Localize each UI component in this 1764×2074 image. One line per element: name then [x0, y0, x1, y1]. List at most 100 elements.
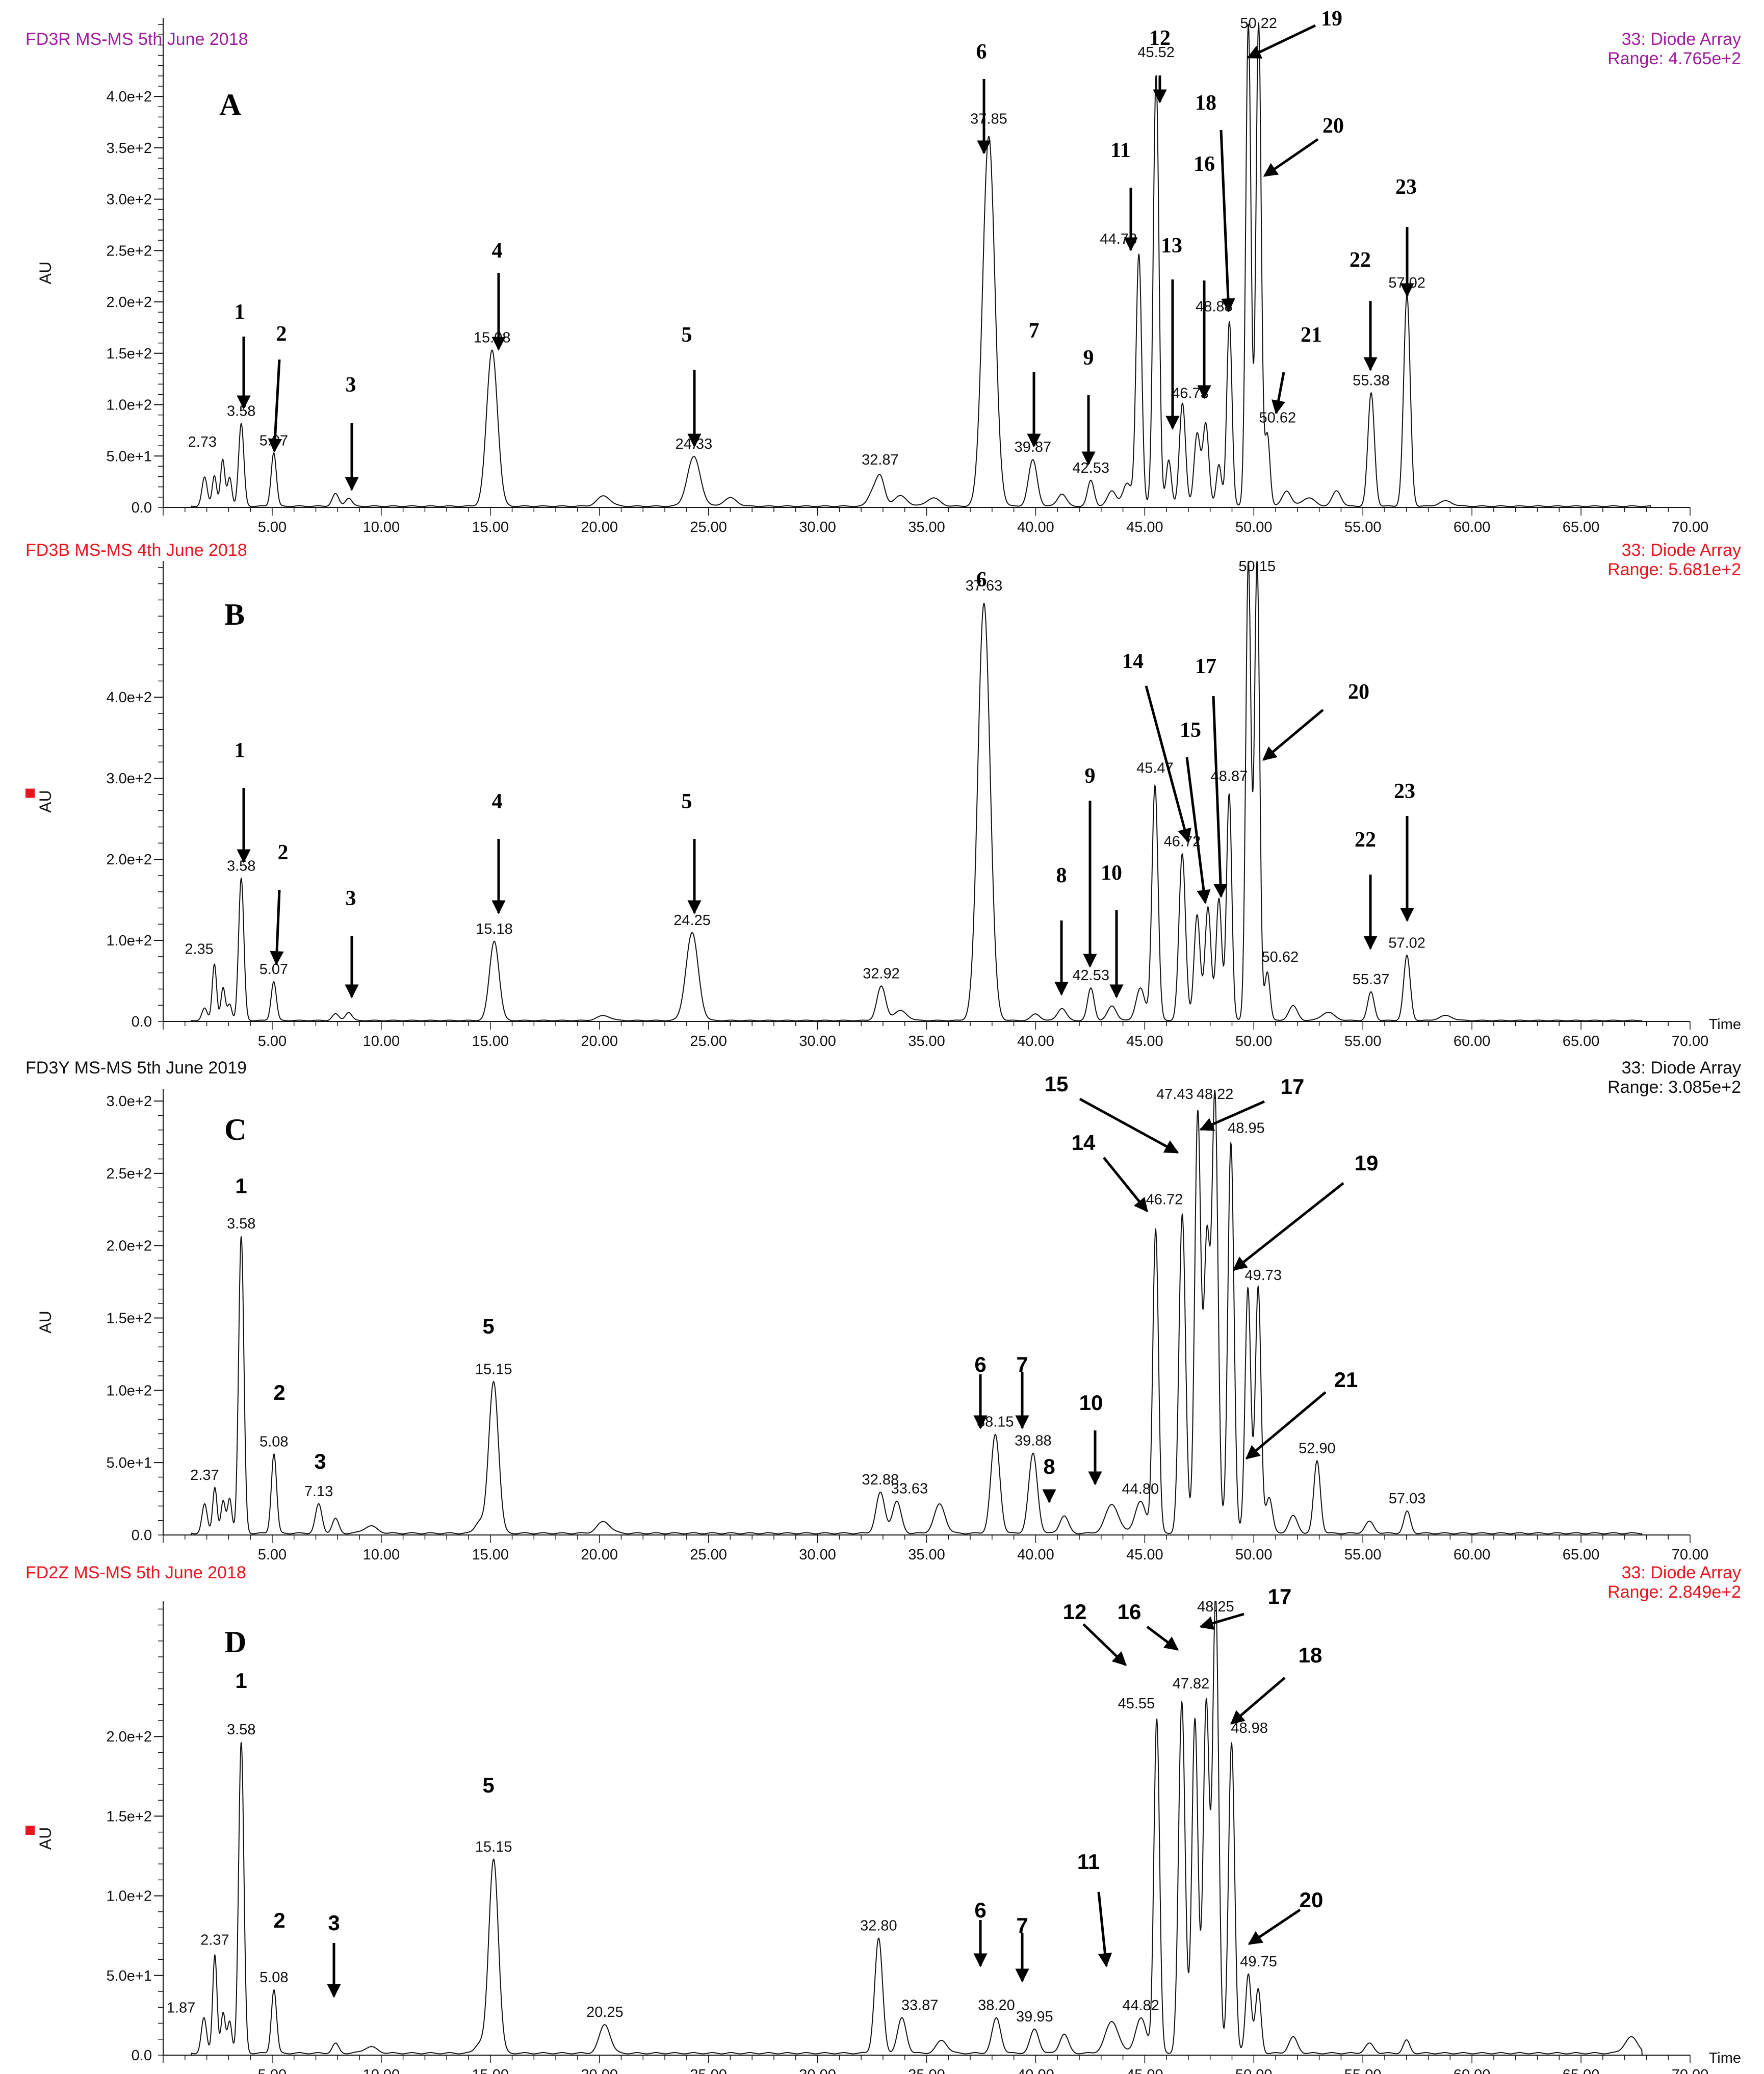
compound-arrow — [1230, 1677, 1286, 1725]
x-tick-label: 55.00 — [1344, 1547, 1382, 1563]
compound-number-label: 2 — [278, 841, 289, 864]
x-tick-label: 45.00 — [1126, 2067, 1163, 2074]
retention-time-label: 3.58 — [227, 1722, 255, 1738]
chromatogram-panel-d: FD2Z MS-MS 5th June 2018 33: Diode ArrayR… — [25, 1563, 1741, 2074]
compound-number-label: 1 — [235, 300, 245, 324]
compound-number-label: 12 — [1149, 27, 1171, 50]
compound-number-label: 8 — [1056, 864, 1067, 887]
compound-number-label: 17 — [1195, 655, 1216, 678]
retention-time-label: 45.52 — [1137, 44, 1175, 61]
compound-arrow — [1212, 696, 1228, 898]
compound-number-label: 6 — [974, 1352, 986, 1376]
compound-number-label: 3 — [328, 1911, 340, 1935]
x-tick-label: 5.00 — [258, 1547, 287, 1563]
x-tick-label: 30.00 — [799, 2067, 836, 2074]
x-tick-label: 50.00 — [1235, 1547, 1273, 1563]
compound-number-label: 15 — [1180, 719, 1201, 742]
x-tick-label: 20.00 — [581, 1547, 618, 1563]
run-header: FD3Y MS-MS 5th June 2019 — [25, 1058, 247, 1078]
chromatogram-panel-c: FD3Y MS-MS 5th June 2019 33: Diode ArrayR… — [25, 1058, 1741, 1563]
retention-time-label: 5.08 — [260, 1433, 288, 1450]
retention-time-label: 7.13 — [304, 1483, 333, 1500]
retention-time-label: 57.03 — [1389, 1491, 1426, 1507]
retention-time-label: 20.25 — [586, 2004, 624, 2020]
compound-number-label: 3 — [314, 1449, 326, 1473]
y-tick-label: 0.0 — [132, 500, 152, 516]
compound-number-label: 3 — [346, 373, 356, 397]
y-tick-label: 2.0e+2 — [106, 1238, 152, 1254]
compound-arrow — [1199, 1612, 1244, 1630]
retention-time-label: 5.08 — [260, 1969, 288, 1986]
compound-number-label: 12 — [1063, 1600, 1087, 1624]
y-tick-label: 3.0e+2 — [106, 1093, 152, 1110]
compound-number-label: 1 — [235, 1174, 247, 1198]
y-tick-label: 1.5e+2 — [106, 346, 152, 362]
compound-number-label: 7 — [1016, 1352, 1028, 1376]
y-tick-label: 2.5e+2 — [106, 1166, 152, 1182]
compound-number-label: 22 — [1350, 248, 1371, 272]
retention-time-label: 48.25 — [1197, 1599, 1234, 1615]
compound-arrow — [1145, 685, 1191, 843]
retention-time-label: 39.88 — [1015, 1433, 1052, 1449]
compound-number-label: 21 — [1301, 323, 1322, 347]
compound-number-label: 21 — [1334, 1368, 1358, 1392]
retention-time-label: 3.58 — [227, 1216, 255, 1232]
y-axis-title: AU — [36, 1827, 55, 1850]
compound-number-label: 19 — [1321, 7, 1342, 31]
retention-time-label: 3.58 — [227, 858, 255, 874]
compound-arrow — [1248, 1908, 1301, 1945]
retention-time-label: 5.07 — [260, 961, 288, 978]
panel-letter: A — [219, 88, 241, 121]
y-tick-label: 3.5e+2 — [106, 140, 152, 157]
x-tick-label: 25.00 — [690, 1033, 727, 1049]
retention-time-label: 47.43 — [1156, 1086, 1194, 1103]
retention-time-label: 3.58 — [227, 403, 255, 420]
retention-time-label: 49.75 — [1240, 1954, 1277, 1970]
compound-number-label: 16 — [1194, 152, 1215, 176]
compound-number-label: 18 — [1299, 1643, 1322, 1667]
compound-number-label: 7 — [1029, 319, 1040, 343]
compound-number-label: 6 — [974, 1898, 986, 1922]
compound-number-label: 11 — [1077, 1850, 1100, 1874]
y-tick-label: 3.0e+2 — [106, 771, 152, 787]
retention-time-label: 55.37 — [1353, 971, 1390, 988]
x-tick-label: 20.00 — [581, 2067, 618, 2074]
x-tick-label: 70.00 — [1672, 519, 1709, 535]
range-header: Range: 3.085e+2 — [1607, 1078, 1741, 1097]
range-header: Range: 5.681e+2 — [1607, 560, 1741, 579]
x-tick-label: 70.00 — [1672, 2067, 1709, 2074]
status-marker — [25, 1826, 35, 1835]
compound-number-label: 20 — [1322, 114, 1344, 138]
retention-time-label: 46.72 — [1146, 1191, 1183, 1208]
compound-number-label: 4 — [492, 790, 503, 813]
x-tick-label: 10.00 — [363, 1033, 400, 1049]
compound-number-label: 19 — [1355, 1151, 1379, 1175]
compound-number-label: 13 — [1161, 234, 1182, 258]
range-header: Range: 4.765e+2 — [1607, 49, 1741, 68]
compound-number-label: 14 — [1122, 650, 1144, 673]
x-axis-title: Time — [1709, 1016, 1741, 1033]
detector-header: 33: Diode Array — [1622, 1058, 1741, 1078]
compound-number-label: 3 — [346, 887, 356, 910]
y-tick-label: 1.5e+2 — [106, 1808, 152, 1825]
compound-arrow — [1220, 130, 1235, 313]
y-axis-title: AU — [36, 1311, 55, 1333]
retention-time-label: 15.08 — [474, 329, 511, 346]
x-tick-label: 70.00 — [1672, 1547, 1709, 1563]
y-tick-label: 1.0e+2 — [106, 1888, 152, 1905]
chromatogram-trace — [189, 1089, 1657, 1535]
x-tick-label: 15.00 — [472, 519, 509, 535]
x-tick-label: 60.00 — [1454, 1033, 1491, 1049]
x-tick-label: 50.00 — [1235, 1033, 1273, 1049]
compound-number-label: 1 — [235, 1669, 247, 1693]
compound-number-label: 5 — [682, 323, 692, 347]
retention-time-label: 47.82 — [1173, 1676, 1210, 1692]
compound-number-label: 5 — [482, 1314, 494, 1338]
compound-arrow — [1082, 1623, 1127, 1666]
retention-time-label: 15.18 — [476, 921, 513, 937]
retention-time-label: 52.90 — [1299, 1441, 1336, 1457]
compound-arrow — [1146, 1626, 1179, 1651]
retention-time-label: 39.95 — [1016, 2009, 1053, 2025]
x-tick-label: 15.00 — [472, 2067, 509, 2074]
retention-time-label: 55.38 — [1353, 372, 1390, 389]
